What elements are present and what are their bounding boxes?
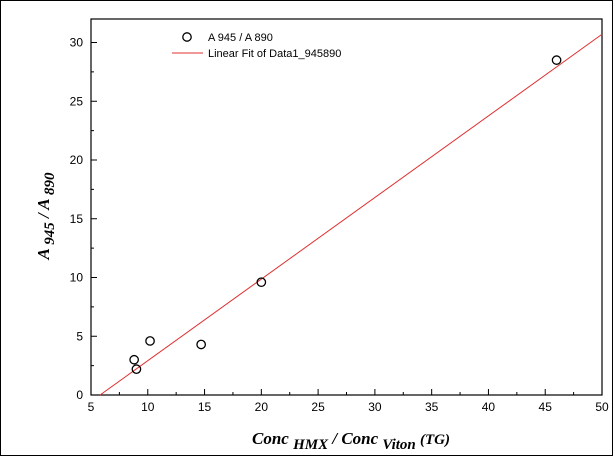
y-tick-label: 30 <box>70 36 84 50</box>
y-tick-label: 25 <box>70 94 84 108</box>
x-tick-label: 30 <box>368 400 382 414</box>
data-point <box>131 364 142 374</box>
data-point <box>256 277 267 288</box>
y-tick-label: 5 <box>76 329 83 343</box>
y-axis-title-sub2: 890 <box>42 172 58 195</box>
data-point <box>196 339 206 350</box>
x-tick-label: 15 <box>198 400 212 414</box>
plot-area <box>90 18 603 396</box>
x-axis: 5 10 15 20 25 30 35 40 45 50 <box>88 389 609 414</box>
legend-marker-scatter <box>182 32 192 42</box>
data-point <box>551 55 562 65</box>
data-point <box>145 336 155 346</box>
series-layer <box>99 33 603 396</box>
x-tick-label: 10 <box>141 400 155 414</box>
data-point <box>129 354 140 365</box>
x-tick-label: 45 <box>539 400 553 414</box>
x-tick-label: 25 <box>311 400 325 414</box>
x-axis-title-sub2: Viton <box>382 437 415 453</box>
legend: A 945 / A 890 Linear Fit of Data1_945890 <box>172 32 341 60</box>
y-tick-label: 0 <box>76 388 83 402</box>
x-tick-label: 35 <box>425 400 439 414</box>
x-tick-label: 20 <box>255 400 269 414</box>
y-axis-title-sub1: 945 <box>42 222 58 245</box>
legend-label-scatter: A 945 / A 890 <box>208 32 273 44</box>
x-tick-label: 5 <box>88 400 95 414</box>
legend-label-fit: Linear Fit of Data1_945890 <box>208 48 341 60</box>
x-axis-title-tail: (TG) <box>420 432 450 448</box>
x-axis-title: Conc HMX / Conc Viton (TG) <box>252 429 450 453</box>
x-axis-title-main2: / Conc <box>330 429 378 448</box>
x-axis-title-main1: Conc <box>252 429 289 448</box>
x-tick-label: 50 <box>595 400 609 414</box>
y-axis-title: A 945 / A 890 <box>34 172 58 260</box>
y-tick-label: 10 <box>70 271 84 285</box>
y-tick-label: 15 <box>70 212 84 226</box>
plot-border <box>90 18 603 396</box>
y-tick-label: 20 <box>70 153 84 167</box>
y-axis-title-main1: A <box>34 248 53 260</box>
x-tick-label: 40 <box>482 400 496 414</box>
linear-fit-line <box>99 33 603 396</box>
y-axis: 0 5 10 15 20 25 30 <box>70 36 97 402</box>
x-axis-title-sub1: HMX <box>292 437 329 453</box>
y-axis-title-main2: / A <box>34 199 53 220</box>
